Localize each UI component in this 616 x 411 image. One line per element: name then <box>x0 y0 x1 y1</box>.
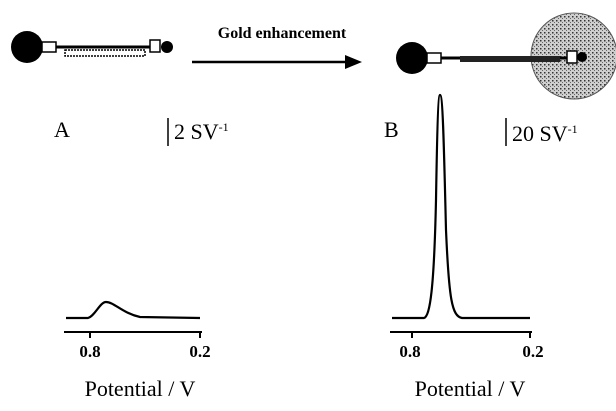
figure: Gold enhancement A 2 SV-1 0.8 0.2 Potent… <box>0 0 616 411</box>
voltammogram <box>392 95 530 318</box>
schematic-after <box>396 13 616 99</box>
scale-text: 2 SV-1 <box>174 119 229 144</box>
scale-exponent: -1 <box>568 122 578 136</box>
scale-value: 2 SV <box>174 119 219 144</box>
x-axis-label: Potential / V <box>85 376 196 401</box>
panel-label: A <box>54 117 70 142</box>
panel-label: B <box>384 117 399 142</box>
x-axis-label: Potential / V <box>415 376 526 401</box>
schematic-before <box>11 31 173 63</box>
scale-text: 20 SV-1 <box>512 121 578 146</box>
x-tick-label: 0.2 <box>189 342 210 361</box>
scale-value: 20 SV <box>512 121 568 146</box>
arrow <box>192 55 362 69</box>
x-tick-label: 0.8 <box>399 342 420 361</box>
x-tick-label: 0.2 <box>522 342 543 361</box>
x-tick-label: 0.8 <box>79 342 100 361</box>
arrow-label: Gold enhancement <box>218 25 347 42</box>
scale-exponent: -1 <box>219 120 229 134</box>
voltammogram <box>66 302 200 318</box>
